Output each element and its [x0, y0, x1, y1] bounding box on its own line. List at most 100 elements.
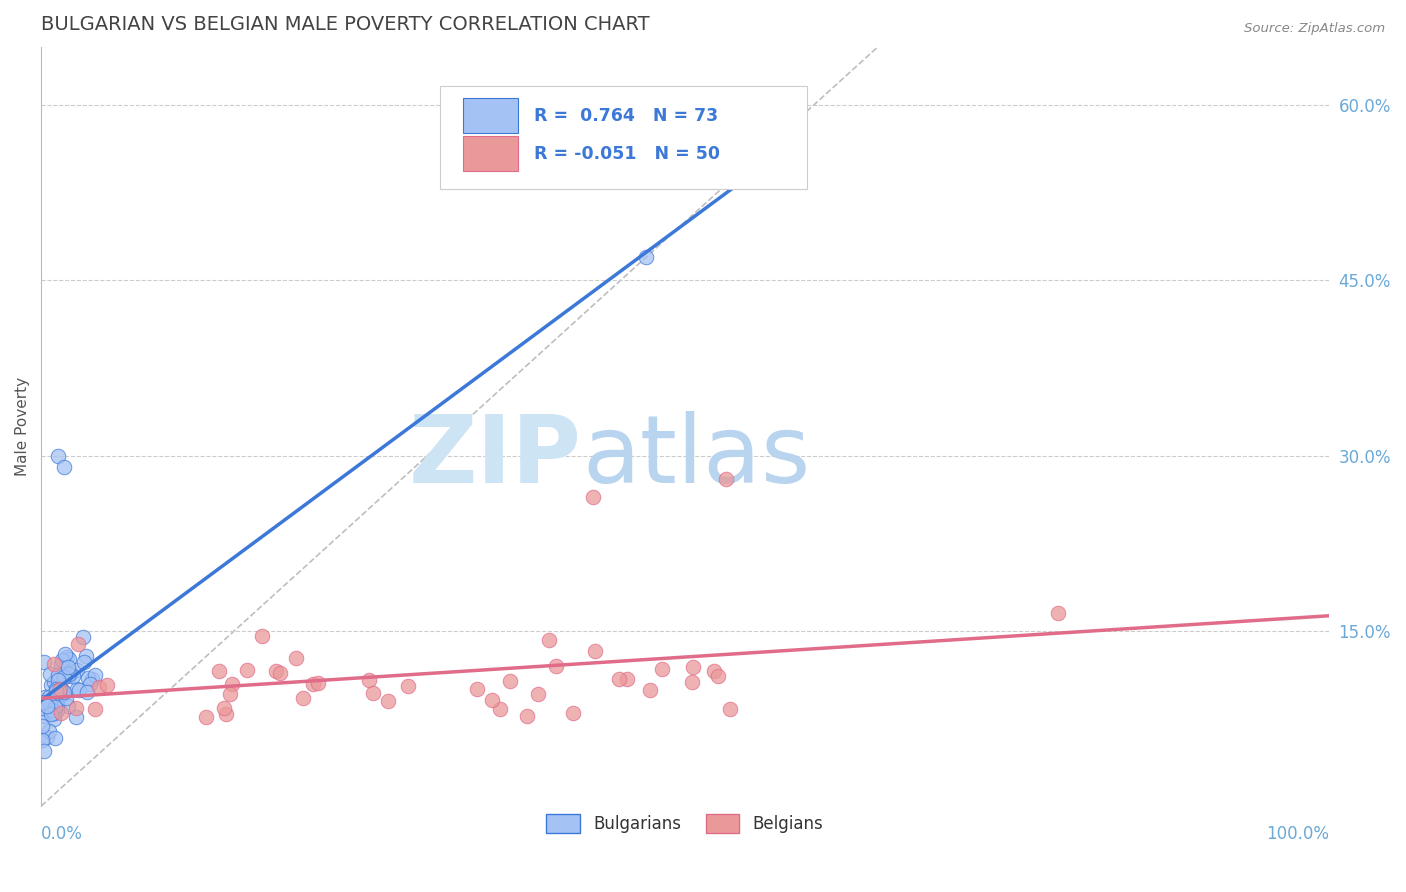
Point — [37, 730, 59, 744]
Text: Source: ZipAtlas.com: Source: ZipAtlas.com — [1244, 22, 1385, 36]
Point — [48, 684, 70, 698]
Point — [58, 669, 80, 683]
Point — [489, 702, 512, 716]
Point — [67, 638, 90, 652]
Point — [562, 706, 585, 720]
Point — [72, 655, 94, 669]
Point — [377, 693, 399, 707]
Point — [361, 686, 384, 700]
Point — [39, 667, 62, 681]
Point — [718, 702, 741, 716]
Point — [682, 659, 704, 673]
Point — [49, 657, 72, 671]
Point — [84, 668, 107, 682]
Point — [44, 700, 66, 714]
Point — [208, 664, 231, 678]
Point — [638, 683, 661, 698]
Point — [89, 680, 111, 694]
Point — [38, 702, 60, 716]
Point — [45, 695, 67, 709]
Point — [38, 690, 60, 705]
Point — [215, 706, 238, 721]
Point — [45, 703, 67, 717]
FancyBboxPatch shape — [440, 87, 807, 189]
Point — [250, 629, 273, 643]
Point — [544, 658, 567, 673]
Point — [49, 672, 72, 686]
Point — [58, 652, 80, 666]
Point — [58, 699, 80, 714]
Point — [292, 691, 315, 706]
Point — [55, 690, 77, 705]
Point — [59, 665, 82, 679]
Point — [67, 682, 90, 697]
Point — [31, 732, 53, 747]
Point — [53, 460, 76, 475]
Legend: Bulgarians, Belgians: Bulgarians, Belgians — [540, 807, 830, 839]
Point — [32, 709, 55, 723]
Point — [96, 678, 118, 692]
Point — [307, 675, 329, 690]
Point — [221, 676, 243, 690]
Point — [83, 701, 105, 715]
Text: R =  0.764   N = 73: R = 0.764 N = 73 — [534, 107, 718, 125]
Point — [46, 681, 69, 695]
Point — [53, 669, 76, 683]
Point — [302, 677, 325, 691]
Point — [526, 687, 548, 701]
FancyBboxPatch shape — [464, 136, 517, 171]
Point — [38, 697, 60, 711]
Y-axis label: Male Poverty: Male Poverty — [15, 376, 30, 476]
Point — [66, 663, 89, 677]
Text: BULGARIAN VS BELGIAN MALE POVERTY CORRELATION CHART: BULGARIAN VS BELGIAN MALE POVERTY CORREL… — [41, 15, 650, 34]
Point — [714, 472, 737, 486]
Point — [616, 672, 638, 686]
Point — [45, 681, 67, 696]
Point — [72, 630, 94, 644]
Text: 0.0%: 0.0% — [41, 825, 83, 843]
Point — [31, 701, 53, 715]
Point — [34, 690, 56, 704]
Point — [212, 701, 235, 715]
Point — [38, 724, 60, 739]
Point — [607, 672, 630, 686]
Point — [48, 682, 70, 697]
Point — [76, 671, 98, 685]
Point — [707, 669, 730, 683]
Point — [359, 673, 381, 687]
Point — [219, 687, 242, 701]
Point — [284, 651, 307, 665]
Point — [264, 664, 287, 678]
Point — [396, 680, 419, 694]
Point — [76, 685, 98, 699]
Point — [44, 698, 66, 713]
Point — [46, 667, 69, 681]
Text: atlas: atlas — [582, 411, 810, 503]
Point — [48, 673, 70, 687]
Point — [44, 695, 66, 709]
Point — [53, 685, 76, 699]
Point — [582, 490, 605, 504]
Point — [52, 685, 75, 699]
Point — [51, 683, 73, 698]
Point — [42, 657, 65, 671]
Point — [1047, 607, 1070, 621]
Point — [48, 689, 70, 703]
Point — [538, 633, 561, 648]
Point — [32, 744, 55, 758]
Text: R = -0.051   N = 50: R = -0.051 N = 50 — [534, 145, 720, 162]
Point — [45, 683, 67, 698]
Point — [269, 666, 291, 681]
Point — [65, 701, 87, 715]
Point — [42, 712, 65, 726]
Point — [66, 681, 89, 696]
Point — [516, 709, 538, 723]
Point — [32, 655, 55, 669]
Point — [44, 731, 66, 746]
Point — [65, 709, 87, 723]
Point — [62, 668, 84, 682]
Point — [703, 665, 725, 679]
Point — [42, 706, 65, 720]
Point — [481, 693, 503, 707]
Point — [49, 680, 72, 694]
